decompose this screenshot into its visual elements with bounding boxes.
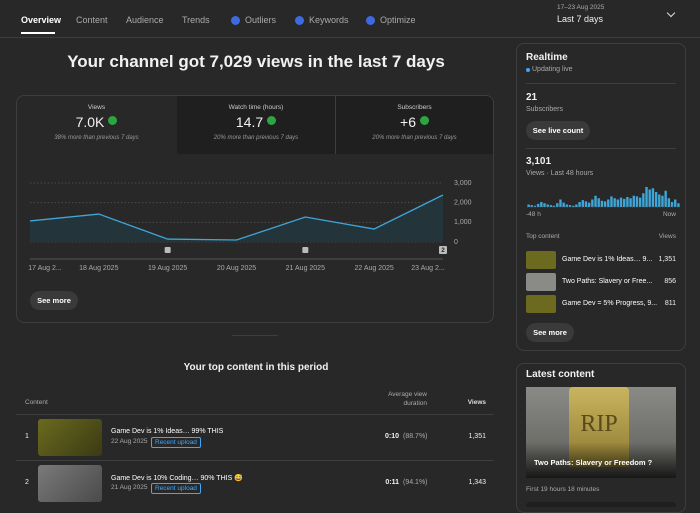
metric-number: +6 [400, 114, 416, 130]
badge: Recent upload [151, 437, 201, 448]
latest-stat: First 19 hours 18 minutes [526, 486, 600, 493]
tab-icon [366, 16, 375, 25]
divider [526, 148, 676, 149]
latest-title: Latest content [526, 369, 595, 380]
chevron[interactable] [666, 8, 676, 18]
divider [232, 335, 278, 336]
column-header: Average view duration [388, 391, 427, 407]
video-title[interactable]: Game Dev is 10% Coding… 90% THIS 😅 [111, 475, 243, 482]
views-count: 3,101 [526, 156, 552, 167]
metric-number: 14.7 [235, 114, 264, 130]
video-title[interactable]: Game Dev is 1% Ideas… 9... [562, 256, 653, 263]
next-card [526, 502, 676, 507]
avd: 0:10 [384, 433, 399, 440]
section-title: Your top content in this period [183, 362, 329, 373]
realtime-card [516, 43, 686, 351]
divider [16, 414, 494, 415]
subscriber-label: Subscribers [526, 106, 563, 113]
date-label[interactable]: Last 7 days [557, 14, 604, 24]
metric-label[interactable]: Subscribers [397, 104, 432, 111]
tab[interactable]: Keywords [309, 15, 349, 25]
up-arrow [267, 116, 277, 125]
live-dot [526, 68, 530, 72]
thumbnail[interactable] [38, 419, 102, 456]
metric-note: 38% more than previous 7 days [54, 135, 139, 141]
column-header: Views [658, 233, 676, 240]
up-arrow [108, 116, 118, 125]
video-title: Two Paths: Slavery or Freedom ? [534, 458, 653, 467]
divider [0, 37, 700, 38]
axis-start: -48 h [526, 211, 541, 218]
views: 1,351 [658, 256, 676, 263]
column-header: Content [25, 399, 48, 406]
date-range[interactable]: 17–23 Aug 2025 [557, 4, 605, 11]
metric-number: 7.0K [75, 114, 105, 130]
metric-value[interactable]: 14.7 [177, 114, 335, 130]
divider [335, 96, 336, 154]
see-more[interactable]: See more [30, 291, 78, 310]
video-date: 22 Aug 2025 [111, 438, 148, 445]
tab[interactable]: Trends [182, 15, 210, 25]
rank: 2 [25, 479, 29, 486]
column-header: Views [467, 399, 486, 406]
tab[interactable]: Outliers [245, 15, 277, 25]
avd-pct: (88.7%) [403, 433, 428, 440]
tab[interactable]: Audience [126, 15, 164, 25]
tab-icon [295, 16, 304, 25]
metric-note: 20% more than previous 7 days [372, 135, 457, 141]
thumbnail[interactable] [38, 465, 102, 502]
views-label: Views · Last 48 hours [526, 170, 594, 177]
views: 1,351 [468, 433, 486, 440]
divider [16, 460, 494, 461]
views: 856 [664, 278, 676, 285]
tab[interactable]: Content [76, 15, 108, 25]
metric-note: 20% more than previous 7 days [213, 135, 299, 141]
see-live-count[interactable]: See live count [526, 121, 590, 140]
thumbnail[interactable] [526, 251, 556, 269]
rank: 1 [25, 433, 29, 440]
metric-value[interactable]: 7.0K [16, 114, 177, 130]
video-date: 21 Aug 2025 [111, 484, 148, 491]
subscriber-count: 21 [526, 92, 538, 103]
views: 811 [664, 300, 676, 307]
headline: Your channel got 7,029 views in the last… [67, 52, 445, 71]
top-content-title: Top content [526, 233, 560, 240]
overview-card [16, 95, 494, 323]
thumbnail[interactable] [526, 273, 556, 291]
tab[interactable]: Optimize [380, 15, 416, 25]
thumbnail[interactable]: RIP Two Paths: Slavery or Freedom ? [526, 387, 676, 478]
caption-shade [526, 442, 676, 478]
views: 1,343 [468, 479, 486, 486]
video-title[interactable]: Game Dev = 5% Progress, 9... [562, 300, 658, 307]
thumbnail-text: RIP [580, 411, 618, 437]
up-arrow [419, 116, 429, 125]
metric-label[interactable]: Views [87, 104, 106, 111]
realtime-title: Realtime [526, 52, 568, 63]
live-status: Updating live [532, 66, 573, 73]
tab-underline [21, 32, 55, 34]
avd-pct: (94.1%) [403, 479, 428, 486]
metric-label[interactable]: Watch time (hours) [228, 104, 284, 111]
divider [526, 83, 676, 84]
video-title[interactable]: Game Dev is 1% Ideas… 99% THIS [111, 428, 224, 435]
axis-end: Now [662, 211, 676, 218]
metric-value[interactable]: +6 [335, 114, 494, 130]
tab[interactable]: Overview [21, 15, 62, 25]
thumbnail[interactable] [526, 295, 556, 313]
tab-icon [231, 16, 240, 25]
video-title[interactable]: Two Paths: Slavery or Free... [562, 278, 653, 285]
avd: 0:11 [385, 479, 399, 486]
badge: Recent upload [151, 483, 201, 494]
see-more[interactable]: See more [526, 323, 574, 342]
